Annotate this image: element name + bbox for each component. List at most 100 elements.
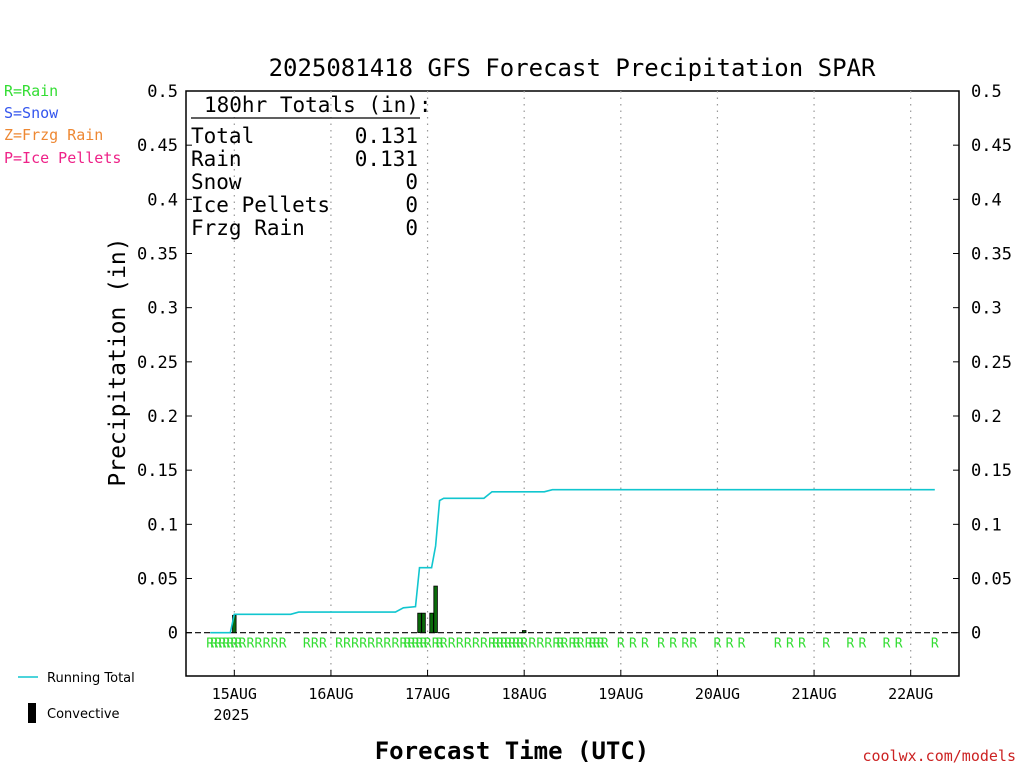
convective-bars <box>232 585 527 634</box>
rain-type-marker: R <box>520 637 528 652</box>
rain-type-marker: R <box>404 637 412 652</box>
legend-snow: S=Snow <box>4 104 59 122</box>
y-tick-label-left: 0 <box>168 624 178 644</box>
rain-type-marker: R <box>214 637 222 652</box>
totals-box: 180hr Totals (in): Total 0.131 Rain 0.131 Sn… <box>191 93 432 240</box>
rain-type-marker: R <box>557 637 565 652</box>
totals-row-label: Snow <box>191 170 242 194</box>
convective-swatch <box>28 703 36 723</box>
rain-type-marker: R <box>738 637 746 652</box>
rain-type-marker: R <box>408 637 416 652</box>
rain-type-marker: R <box>512 637 520 652</box>
rain-type-marker: R <box>343 637 351 652</box>
rain-type-marker: R <box>271 637 279 652</box>
rain-type-marker: R <box>218 637 226 652</box>
chart-title: 2025081418 GFS Forecast Precipitation SP… <box>269 54 876 82</box>
totals-row-value: 0.131 <box>355 124 418 148</box>
legend-ice-pellets: P=Ice Pellets <box>4 149 121 167</box>
rain-type-marker: R <box>641 637 649 652</box>
totals-row-label: Frzg Rain <box>191 216 305 240</box>
x-tick-label: 20AUG <box>695 685 740 703</box>
rain-type-marker: R <box>714 637 722 652</box>
legend-rain: R=Rain <box>4 82 58 100</box>
y-tick-label-left: 0.1 <box>147 515 178 535</box>
totals-row-value: 0 <box>405 216 418 240</box>
rain-type-marker: R <box>617 637 625 652</box>
x-tick-label: 22AUG <box>888 685 933 703</box>
x-tick-label: 21AUG <box>791 685 836 703</box>
convective-bar <box>521 630 527 634</box>
rain-type-marker: R <box>206 637 214 652</box>
rain-type-marker: R <box>255 637 263 652</box>
y-axis-left: 0 0.05 0.1 0.15 0.2 0.25 0.3 0.35 0.4 0.45 0.5 <box>137 82 192 644</box>
rain-type-marker: R <box>222 637 230 652</box>
totals-header: 180hr Totals (in): <box>204 93 432 117</box>
rain-type-marker: R <box>846 637 854 652</box>
x-axis-title: Forecast Time (UTC) <box>375 737 650 765</box>
rain-type-marker: R <box>689 637 697 652</box>
totals-row-value: 0 <box>405 193 418 217</box>
rain-type-marker: R <box>597 637 605 652</box>
y-tick-label-right: 0.1 <box>971 515 1002 535</box>
y-tick-label-right: 0.5 <box>971 82 1002 102</box>
rain-type-marker: R <box>440 637 448 652</box>
rain-type-marker: R <box>552 637 560 652</box>
rain-type-marker: R <box>589 637 597 652</box>
rain-type-marker: R <box>669 637 677 652</box>
rain-type-marker: R <box>798 637 806 652</box>
rain-type-marker: R <box>359 637 367 652</box>
convective-label: Convective <box>47 707 120 722</box>
x-tick-label: 18AUG <box>502 685 547 703</box>
convective-bar <box>421 612 426 634</box>
rain-type-marker: R <box>448 637 456 652</box>
rain-type-marker: R <box>399 637 407 652</box>
y-tick-label-right: 0.45 <box>971 136 1012 156</box>
convective-bar <box>417 612 422 634</box>
rain-type-marker: R <box>420 637 428 652</box>
rain-type-marker: R <box>492 637 500 652</box>
rain-type-marker: R <box>500 637 508 652</box>
rain-type-marker: R <box>577 637 585 652</box>
plot-frame <box>185 90 960 677</box>
rain-type-marker: R <box>774 637 782 652</box>
rain-type-marker: R <box>247 637 255 652</box>
rain-type-marker: R <box>367 637 375 652</box>
rain-type-marker: R <box>601 637 609 652</box>
y-tick-label-right: 0.25 <box>971 353 1012 373</box>
x-tick-label: 16AUG <box>308 685 353 703</box>
totals-row-label: Rain <box>191 147 242 171</box>
rain-type-marker: R <box>786 637 794 652</box>
y-tick-label-left: 0.5 <box>147 82 178 102</box>
x-tick-label: 17AUG <box>405 685 450 703</box>
rain-type-marker: R <box>629 637 637 652</box>
rain-type-marker: R <box>432 637 440 652</box>
rain-type-marker: R <box>238 637 246 652</box>
rain-type-marker: R <box>544 637 552 652</box>
type-legend: R=Rain S=Snow Z=Frzg Rain P=Ice Pellets <box>4 82 121 167</box>
rain-type-marker: R <box>210 637 218 652</box>
totals-row-label: Ice Pellets <box>191 193 330 217</box>
credit-link[interactable]: coolwx.com/models <box>862 747 1016 765</box>
rain-type-marker: R <box>416 637 424 652</box>
running-total-line <box>210 488 935 634</box>
totals-row-value: 0 <box>405 170 418 194</box>
y-tick-label-right: 0.35 <box>971 245 1012 265</box>
rain-type-marker: R <box>504 637 512 652</box>
rain-type-marker: R <box>585 637 593 652</box>
rain-type-marker: R <box>412 637 420 652</box>
rain-type-marker: R <box>464 637 472 652</box>
y-tick-label-right: 0.05 <box>971 570 1012 590</box>
y-tick-label-right: 0 <box>971 624 981 644</box>
convective-bar <box>433 585 438 634</box>
legend-frzg-rain: Z=Frzg Rain <box>4 126 103 144</box>
rain-type-marker: R <box>657 637 665 652</box>
convective-bar <box>429 612 434 634</box>
totals-row-value: 0.131 <box>355 147 418 171</box>
rain-type-marker: R <box>508 637 516 652</box>
x-tick-sublabel: 2025 <box>213 706 249 724</box>
rain-type-marker: R <box>456 637 464 652</box>
y-tick-label-left: 0.15 <box>137 461 178 481</box>
rain-type-marker: R <box>335 637 343 652</box>
